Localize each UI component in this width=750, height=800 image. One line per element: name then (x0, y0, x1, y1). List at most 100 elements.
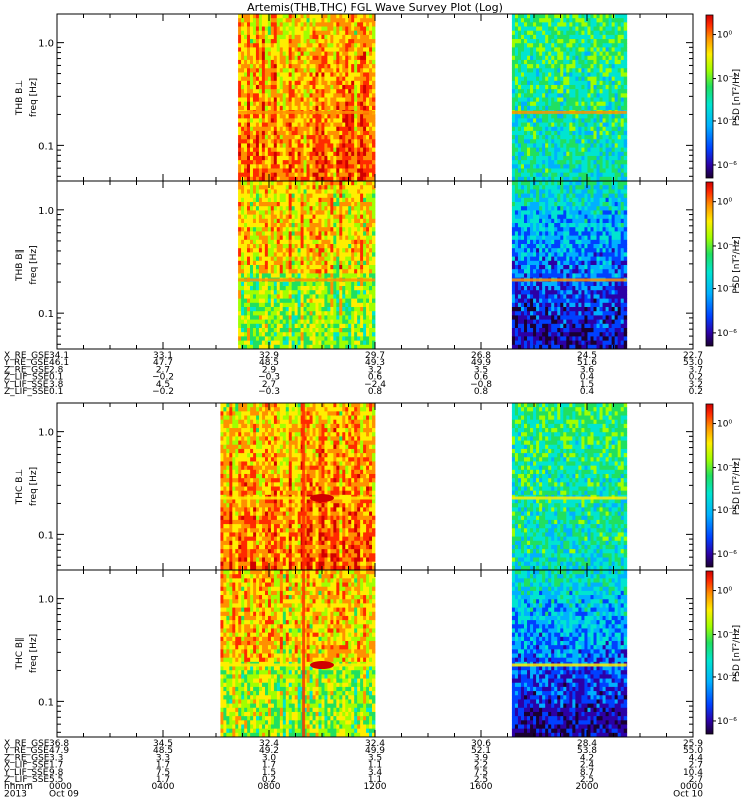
colorbar-tick-label: 10⁻⁶ (717, 550, 737, 560)
ephemeris-value: 25.9 (683, 739, 703, 749)
ephemeris-value: −0.2 (152, 373, 174, 383)
x-tick-label: 1600 (470, 782, 493, 792)
ephemeris-value: 1.5 (262, 768, 276, 778)
panel-ylabel-units: freq [Hz] (29, 245, 39, 284)
ephemeris-value: 10.4 (683, 768, 703, 778)
ephemeris-value: 52.1 (471, 746, 491, 756)
ephemeris-value: 3.3 (49, 753, 63, 763)
spectral-line (511, 663, 627, 667)
colorbar-tick-label: 10⁻² (717, 464, 737, 474)
ephemeris-row-label: X_RE_GSE (4, 351, 50, 361)
colorbar (705, 14, 714, 179)
colorbar-label: PSD [nT²/Hz] (732, 625, 742, 682)
ephemeris-value: −2.4 (364, 380, 386, 390)
ephemeris-value: 32.9 (259, 351, 279, 361)
ephemeris-value: 0.6 (368, 373, 383, 383)
ephemeris-value: 1.1 (368, 761, 382, 771)
colorbar-tick-label: 10⁻⁶ (717, 329, 737, 339)
chart-title: Artemis(THB,THC) FGL Wave Survey Plot (L… (247, 1, 503, 14)
colorbar-label: PSD [nT²/Hz] (732, 69, 742, 126)
y-tick-label: 1.0 (38, 39, 54, 50)
year-label: 2013 (4, 789, 27, 799)
ephemeris-value: 1.7 (262, 761, 276, 771)
spectrogram-block (238, 181, 376, 350)
ephemeris-value: 47.9 (49, 746, 69, 756)
ephemeris-value: 3.2 (689, 380, 703, 390)
ephemeris-value: 2.8 (49, 365, 64, 375)
ephemeris-value: 36.8 (49, 739, 69, 749)
ephemeris-row-label: Z_LIF_SSE (4, 373, 49, 383)
panel-ylabel-units: freq [Hz] (29, 634, 39, 673)
x-tick-label: 0000 (680, 782, 703, 792)
y-tick-label: 1.0 (38, 206, 54, 217)
ephemeris-row-label: Y_RE_GSE (3, 746, 49, 756)
ephemeris-value: 48.5 (153, 746, 173, 756)
y-tick-label: 0.1 (38, 530, 54, 541)
spectral-line (220, 663, 375, 667)
panel-thc-bpar: 1.0 0.1 THC B∥ freq [Hz] 10⁰ 10⁻² 10⁻⁴ 10⁻⁶ PSD … (15, 569, 742, 738)
ephemeris-value: 8.7 (580, 768, 594, 778)
ephemeris-value: 0.4 (580, 373, 595, 383)
date-label: Oct 10 (673, 789, 703, 799)
y-tick-label: 1.0 (38, 595, 54, 606)
y-tick-label: 0.1 (38, 697, 54, 708)
panel-thb-bperp: 1.0 0.1 THB B⊥ freq [Hz] 10⁰ 10⁻² 10⁻⁴ 10⁻⁶ PSD … (15, 13, 742, 182)
ephemeris-value: 30.6 (471, 739, 491, 749)
spectrogram-block (511, 14, 628, 182)
ephemeris-row-label: Y_LIF_SSE (3, 380, 49, 390)
ephemeris-value: 0.2 (689, 373, 703, 383)
ephemeris-value: 0.4 (580, 387, 595, 397)
spectrogram-block (238, 14, 376, 182)
ephemeris-row-label: X_LIF_SSE (4, 761, 49, 771)
ephemeris-value: 34.1 (49, 351, 69, 361)
ephemeris-value: 29.7 (365, 351, 385, 361)
panel-ylabel-units: freq [Hz] (29, 78, 39, 117)
colorbar-tick-label: 10⁰ (717, 198, 732, 208)
ephemeris-value: 0.1 (49, 373, 63, 383)
ephemeris-row-label: Y_RE_GSE (3, 358, 49, 368)
ephemeris-value: 26.8 (471, 351, 491, 361)
colorbar-tick-label: 10⁻² (717, 242, 737, 252)
ephemeris-value: 22.7 (683, 351, 703, 361)
ephemeris-value: 33.1 (153, 351, 173, 361)
ephemeris-value: 1.5 (580, 380, 594, 390)
ephemeris-value: 4.4 (689, 753, 704, 763)
ephemeris-value: 49.2 (259, 746, 279, 756)
hhmm-label: hhmm (4, 782, 33, 792)
ephemeris-value: −0.2 (152, 387, 174, 397)
ephemeris-value: 55.0 (683, 746, 703, 756)
panel-thc-bperp: 1.0 0.1 THC B⊥ freq [Hz] 10⁰ 10⁻² 10⁻⁴ 10⁻⁶ PSD … (15, 402, 742, 571)
colorbar-label: PSD [nT²/Hz] (732, 458, 742, 515)
ephemeris-value: 2.7 (156, 365, 170, 375)
ephemeris-value: 34.5 (153, 739, 173, 749)
ephemeris-value: 3.7 (689, 365, 703, 375)
colorbar-label: PSD [nT²/Hz] (732, 236, 742, 293)
panel-ylabel: THC B⊥ (15, 469, 25, 506)
spectral-line (511, 110, 627, 114)
ephemeris-row-label: Z_LIF_SSE (4, 775, 49, 785)
colorbar-tick-label: 10⁻⁶ (717, 161, 737, 171)
ephemeris-thb: X_RE_GSE 34.1 33.1 32.9 29.7 26.8 24.5 22.7 Y_RE… (3, 351, 703, 397)
ephemeris-value: 3.9 (474, 753, 489, 763)
ephemeris-value: 51.6 (577, 358, 597, 368)
ephemeris-value: 0.6 (474, 373, 489, 383)
ephemeris-value: 7.5 (474, 768, 488, 778)
x-tick-label: 0800 (258, 782, 281, 792)
colorbar (705, 403, 714, 568)
ephemeris-value: 3.4 (368, 768, 383, 778)
colorbar-tick-label: 10⁻⁴ (717, 117, 737, 127)
spectrogram-block (220, 570, 376, 738)
x-tick-label: 1200 (364, 782, 387, 792)
ephemeris-value: 48.5 (259, 358, 279, 368)
colorbar-tick-label: 10⁻⁶ (717, 717, 737, 727)
spectral-line (220, 496, 375, 500)
ephemeris-value: 3.5 (474, 365, 488, 375)
spectral-line (511, 278, 627, 282)
ephemeris-row-label: Z_RE_GSE (4, 753, 50, 763)
ephemeris-value: 2.7 (689, 775, 703, 785)
ephemeris-value: 1.7 (156, 775, 170, 785)
date-label: Oct 09 (49, 789, 79, 799)
spectral-line (238, 278, 375, 282)
colorbar-tick-label: 10⁻⁴ (717, 506, 737, 516)
